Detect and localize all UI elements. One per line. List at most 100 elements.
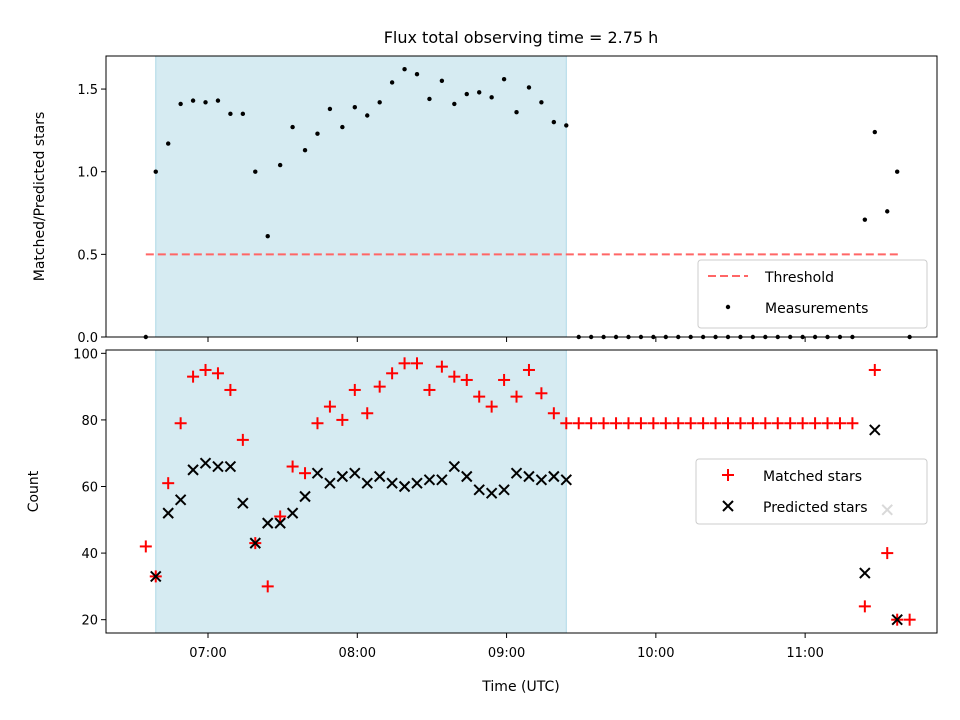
matched-star-point [647,417,660,430]
count-y-tick-label: 80 [81,414,98,429]
measurement-point [253,169,258,174]
measurement-point [389,80,395,85]
matched-star-point [311,417,324,430]
ratio-y-axis-label: Matched/Predicted stars [32,112,48,282]
matched-star-point [373,380,386,393]
predicted-star-point [286,507,299,519]
matched-star-point [336,413,349,426]
predicted-star-point [423,474,436,486]
matched-star-point [821,417,834,430]
measurement-point [190,98,196,103]
matched-star-point [224,383,237,396]
predicted-star-point [485,487,498,499]
measurement-point [551,119,557,125]
matched-star-point [697,417,710,430]
measurement-point [377,100,382,105]
matched-star-point [211,367,224,380]
matched-star-point [498,373,511,386]
predicted-star-point [523,470,535,483]
matched-star-point [771,417,784,430]
matched-star-point [846,417,859,430]
ratio-panel: 0.0 0.5 1.0 1.5 Matched/Predicted stars Thr… [32,55,938,346]
predicted-star-point [361,477,373,489]
measurement-point [452,101,457,107]
matched-star-point [784,417,797,430]
matched-star-point [187,370,200,383]
measurement-point [526,85,532,90]
measurement-point [153,169,158,174]
threshold-legend-label: Threshold [764,270,834,286]
predicted-star-point [891,613,903,626]
matched-star-point [560,417,573,430]
measurement-point [477,90,482,95]
matched-star-point [833,417,846,430]
chart-title: Flux total observing time = 2.75 h [384,28,659,47]
matched-star-point [684,417,697,430]
matched-star-point [746,417,759,430]
matched-star-point [411,357,424,370]
measurement-point [277,162,283,168]
measurement-point [862,217,868,222]
matched-star-point [473,390,486,403]
count-panel: 20 40 60 80 100 07:00 08:00 09:00 10:00 11:00 Co… [26,347,938,695]
matched-star-point [386,367,399,380]
measurement-point [178,101,183,107]
ratio-x-ticks [207,337,806,342]
matched-star-point [361,407,374,420]
matched-star-point [236,433,249,446]
matched-star-point [622,417,635,430]
predicted-star-point [560,474,572,486]
matched-star-point [572,417,585,430]
measurement-point [464,91,469,97]
measurement-point [352,105,358,110]
measurements-legend-label: Measurements [765,301,868,317]
predicted-star-point [150,570,162,583]
matched-star-point [460,373,473,386]
predicted-star-point [199,457,212,469]
predicted-star-point [162,507,174,519]
matched-star-point [809,417,822,430]
count-y-tick-label: 60 [81,481,98,496]
measurement-point [215,98,221,103]
predicted-star-point [436,474,448,486]
predicted-star-point [473,484,485,496]
measurement-point [501,76,507,82]
predicted-star-point [174,494,187,506]
measurement-point [539,100,544,105]
measurement-point [414,71,420,77]
matched-star-point [522,363,535,376]
predicted-star-point [187,464,199,476]
predicted-star-point [548,470,560,483]
measurement-point [564,123,569,128]
predicted-star-point [336,470,349,483]
count-y-ticks: 20 40 60 80 100 [73,347,106,629]
matched-star-point [903,613,916,626]
measurement-point [265,233,270,239]
ratio-y-tick-label: 0.5 [77,248,98,263]
observing-window-shade [155,55,567,338]
measurement-point [228,111,233,117]
predicted-star-point [869,424,881,436]
count-y-axis-label: Count [26,470,42,512]
measurement-point [885,209,890,214]
count-axes-frame [105,349,938,634]
count-y-tick-label: 100 [73,347,98,362]
matched-star-point [323,400,336,413]
measurements-legend-marker [725,304,731,310]
measurement-point [427,96,432,102]
count-y-tick-label: 40 [81,547,98,562]
matched-star-point [398,357,411,370]
matched-star-point [881,547,894,560]
predicted-legend-marker [722,500,734,512]
matched-star-point [634,417,647,430]
predicted-star-point [212,460,224,473]
matched-star-point [139,540,152,553]
predicted-star-point [535,474,548,486]
matched-star-point [796,417,809,430]
ratio-legend-box [697,259,928,329]
matched-star-point [759,417,772,430]
predicted-star-point [411,477,423,489]
predicted-star-point [237,497,249,509]
matched-star-point [709,417,722,430]
